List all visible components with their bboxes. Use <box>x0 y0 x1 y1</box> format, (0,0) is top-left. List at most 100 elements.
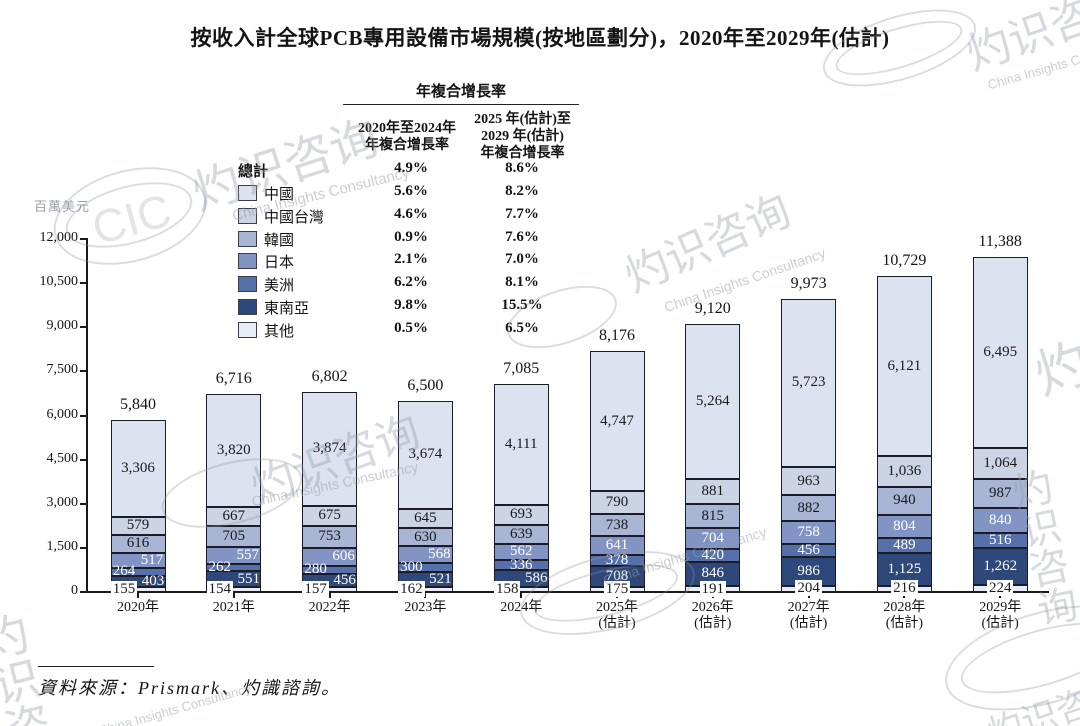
bar-segment-東南亞 <box>589 566 645 587</box>
bar-segment-韓國 <box>206 526 262 548</box>
x-axis-label: 2024年 <box>500 600 543 615</box>
y-tick-mark <box>80 414 87 417</box>
legend-label: 中國 <box>264 186 295 203</box>
bar-segment-日本 <box>110 552 166 568</box>
x-axis-label: 2028年 (估計) <box>883 600 926 631</box>
bar-segment-日本 <box>781 521 837 544</box>
bar-segment-韓國 <box>876 486 932 515</box>
bar-segment-其他 <box>206 587 262 592</box>
bar-segment-其他 <box>781 586 837 592</box>
cagr-value-2020-2024: 5.6% <box>394 182 428 199</box>
bar-segment-日本 <box>876 514 932 539</box>
cagr-value-2020-2024: 9.8% <box>394 297 428 314</box>
bar-segment-其他 <box>397 587 453 592</box>
y-tick-label: 6,000 <box>46 406 79 422</box>
legend-swatch <box>238 230 257 247</box>
bar-segment-中國 <box>589 351 645 492</box>
cagr-value-2020-2024: 2.1% <box>394 251 428 268</box>
bar-segment-中國台灣 <box>206 506 262 527</box>
bar-segment-其他 <box>972 585 1028 592</box>
bar-segment-中國台灣 <box>589 491 645 515</box>
cagr-col1-header: 2020年至2024年 年複合增長率 <box>358 120 456 153</box>
bar-segment-中國台灣 <box>781 467 837 496</box>
bar-segment-中國 <box>781 298 837 468</box>
cagr-value-2020-2024: 4.9% <box>394 160 428 176</box>
y-tick-mark <box>80 591 87 593</box>
y-tick-mark <box>80 282 87 285</box>
y-axis-line <box>86 238 88 593</box>
legend-swatch <box>238 276 257 293</box>
legend-swatch <box>238 321 257 338</box>
bar-segment-韓國 <box>781 495 837 522</box>
x-tick-mark <box>999 593 1002 598</box>
bar-total-label: 9,120 <box>694 299 731 317</box>
bar-total-label: 7,085 <box>503 359 540 377</box>
bar-segment-東南亞 <box>972 548 1028 586</box>
bar-segment-中國 <box>685 323 741 479</box>
legend-swatch <box>238 253 257 270</box>
bar-segment-韓國 <box>685 504 741 529</box>
x-tick-mark <box>424 593 427 598</box>
bar-segment-中國台灣 <box>876 456 932 487</box>
bar-segment-韓國 <box>589 514 645 537</box>
x-tick-mark <box>616 593 618 598</box>
y-tick-label: 0 <box>71 583 78 598</box>
bar-segment-東南亞 <box>685 561 741 587</box>
bar-segment-美洲 <box>397 563 453 572</box>
cagr-value-2025-2029: 8.6% <box>505 160 539 176</box>
bar-total-label: 10,729 <box>882 252 927 270</box>
bar-segment-其他 <box>110 587 166 592</box>
bar-segment-其他 <box>876 585 932 592</box>
x-tick-mark <box>520 593 523 598</box>
bar-segment-日本 <box>397 546 453 564</box>
legend-swatch <box>238 299 257 316</box>
legend-label: 中國台灣 <box>264 209 325 226</box>
y-tick-label: 7,500 <box>46 362 79 378</box>
bar-total-label: 6,716 <box>215 370 252 388</box>
source-note: 資料來源：Prismark、灼識諮詢。 <box>38 678 341 698</box>
y-tick-label: 3,000 <box>46 494 79 510</box>
bar-segment-中國 <box>110 420 166 518</box>
cagr-value-2025-2029: 15.5% <box>501 297 543 314</box>
bar-segment-中國台灣 <box>397 508 453 528</box>
cagr-value-2025-2029: 7.7% <box>505 205 539 222</box>
y-tick-mark <box>80 458 87 461</box>
bar-total-label: 11,388 <box>978 233 1022 251</box>
bar-segment-美洲 <box>493 560 549 571</box>
y-tick-mark <box>80 546 87 549</box>
legend-row: 中國台灣 4.6% 7.7% <box>238 205 583 228</box>
y-tick-mark <box>80 502 87 505</box>
cagr-total-row: 總計 4.9% 8.6% <box>238 159 583 182</box>
bar-segment-東南亞 <box>493 570 549 588</box>
x-axis-label: 2029年 (估計) <box>979 600 1022 631</box>
bar-segment-美洲 <box>972 533 1028 549</box>
bar-segment-中國台灣 <box>493 504 549 525</box>
x-axis-label: 2023年 <box>404 600 447 615</box>
legend-label: 其他 <box>264 323 295 340</box>
legend-swatch <box>238 207 257 224</box>
bar-segment-其他 <box>685 586 741 592</box>
bar-segment-中國 <box>972 257 1028 449</box>
x-tick-mark <box>711 593 714 598</box>
cagr-group-header: 年複合增長率 <box>343 80 579 105</box>
y-tick-mark <box>80 370 87 373</box>
legend-label: 日本 <box>264 255 295 272</box>
bar-total-label: 6,500 <box>407 376 444 394</box>
x-axis-label: 2021年 <box>212 600 255 615</box>
chart-title: 按收入計全球PCB專用設備市場規模(按地區劃分)，2020年至2029年(估計) <box>190 26 890 50</box>
bar-segment-韓國 <box>302 525 358 548</box>
legend-row: 日本 2.1% 7.0% <box>238 250 583 273</box>
bar-segment-美洲 <box>876 538 932 553</box>
bar-segment-美洲 <box>110 567 166 576</box>
bar-segment-中國台灣 <box>110 517 166 535</box>
x-tick-mark <box>807 593 810 598</box>
bar-segment-中國台灣 <box>302 505 358 526</box>
bar-segment-韓國 <box>972 479 1028 509</box>
y-tick-label: 12,000 <box>39 230 79 245</box>
y-tick-label: 4,500 <box>46 450 79 466</box>
bar-segment-中國 <box>397 400 453 509</box>
bar-segment-中國 <box>206 394 262 507</box>
cagr-value-2025-2029: 7.6% <box>505 228 539 245</box>
cagr-table-header: 年複合增長率 2020年至2024年 年複合增長率 2025 年(估計)至 20… <box>343 80 579 162</box>
cagr-value-2025-2029: 6.5% <box>505 319 539 336</box>
